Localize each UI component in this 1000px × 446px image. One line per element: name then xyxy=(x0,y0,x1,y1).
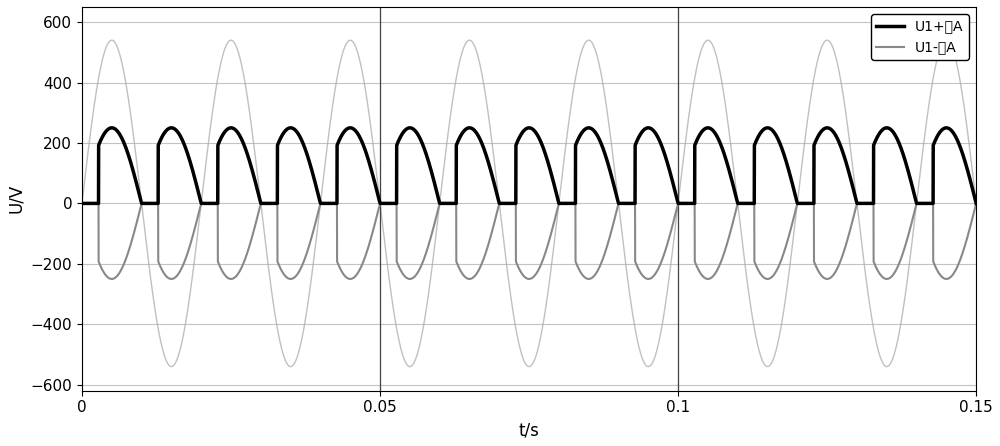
U1-对A xyxy=(415,263,427,268)
U1-对A xyxy=(684,201,696,206)
U1-对A xyxy=(707,274,719,279)
U1+对A xyxy=(877,126,889,132)
U1+对A xyxy=(76,201,88,206)
U1-对A xyxy=(106,276,118,281)
U1-对A xyxy=(970,201,982,206)
U1-对A xyxy=(76,201,88,206)
U1+对A xyxy=(106,125,118,131)
U1+对A xyxy=(415,139,427,144)
X-axis label: t/s: t/s xyxy=(519,421,540,439)
U1-对A xyxy=(356,262,368,268)
Y-axis label: U/V: U/V xyxy=(7,184,25,214)
Line: U1-对A: U1-对A xyxy=(82,203,976,279)
U1+对A xyxy=(684,201,696,206)
U1+对A xyxy=(707,128,719,133)
U1+对A xyxy=(970,201,982,206)
U1+对A xyxy=(626,201,638,206)
Line: U1+对A: U1+对A xyxy=(82,128,976,203)
U1-对A xyxy=(877,275,889,281)
Legend: U1+对A, U1-对A: U1+对A, U1-对A xyxy=(871,14,969,60)
U1+对A xyxy=(356,139,368,145)
U1-对A xyxy=(626,201,638,206)
